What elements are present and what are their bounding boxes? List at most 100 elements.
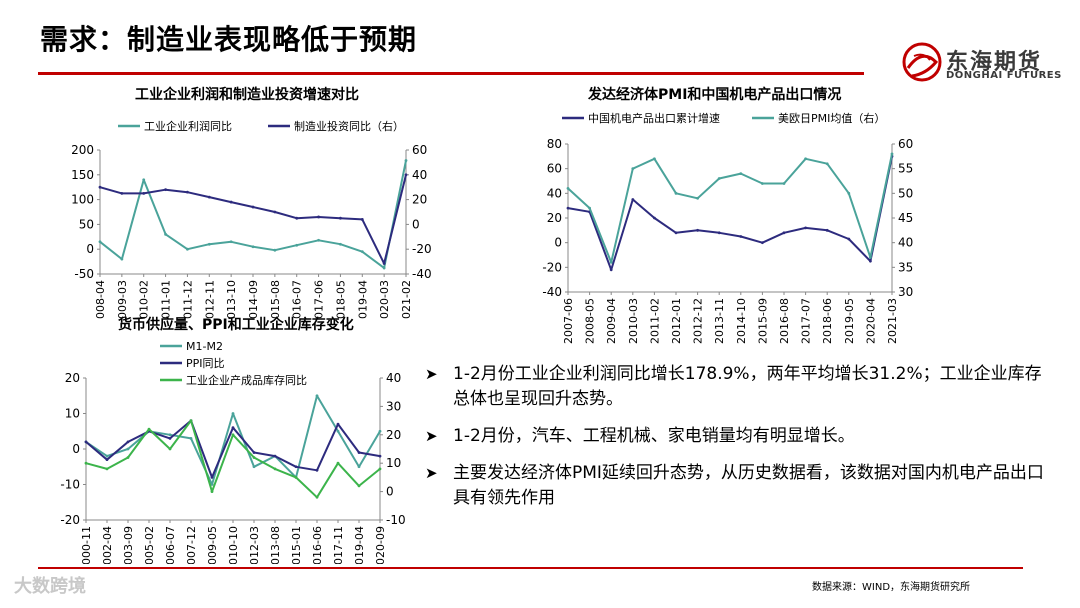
data-point xyxy=(378,454,382,458)
x-tick-label: 2011-12 xyxy=(181,280,194,319)
y-tick-label-right: 40 xyxy=(386,371,401,385)
watermark: 大数跨境 xyxy=(14,576,86,597)
data-point xyxy=(105,454,109,458)
x-tick-label: 2012-12 xyxy=(692,298,705,344)
data-point xyxy=(404,173,408,177)
x-tick-label: 2013-11 xyxy=(713,298,726,344)
data-point xyxy=(273,454,277,458)
data-point xyxy=(315,495,319,499)
data-point xyxy=(273,210,277,214)
data-point xyxy=(126,440,130,444)
data-point xyxy=(295,243,299,247)
data-point xyxy=(869,259,872,263)
data-point xyxy=(717,231,721,235)
x-tick-label: 2012-11 xyxy=(203,280,216,319)
x-tick-label: 2011-02 xyxy=(648,298,661,344)
data-point xyxy=(189,419,193,422)
logo-emblem-icon xyxy=(902,42,942,82)
data-point xyxy=(378,429,382,433)
bullet-text: 1-2月份工业企业利润同比增长178.9%，两年平均增长31.2%；工业企业库存… xyxy=(453,364,1042,409)
y-tick-label-right: 0 xyxy=(412,217,420,231)
chart2-title: 发达经济体PMI和中国机电产品出口情况 xyxy=(588,87,842,103)
data-point xyxy=(609,268,613,272)
y-tick-label-left: 20 xyxy=(65,371,80,385)
data-point xyxy=(674,191,678,195)
data-point xyxy=(653,216,656,220)
data-point xyxy=(609,261,613,264)
y-tick-label-left: 50 xyxy=(79,217,94,231)
data-point xyxy=(252,456,256,459)
x-tick-label: 2020-09 xyxy=(374,526,387,564)
data-point xyxy=(357,484,361,488)
data-point xyxy=(317,238,320,242)
y-tick-label-left: 10 xyxy=(65,407,80,421)
data-point xyxy=(210,490,214,493)
data-point xyxy=(339,216,342,220)
y-tick-label-right: 10 xyxy=(386,456,401,470)
y-tick-label-left: -10 xyxy=(60,478,80,492)
data-point xyxy=(761,241,764,245)
x-tick-label: 2007-06 xyxy=(562,298,575,344)
x-tick-label: 2016-06 xyxy=(311,526,324,564)
data-point xyxy=(631,198,635,201)
legend-label: 工业企业利润同比 xyxy=(144,119,232,133)
chevron-right-icon: ➤ xyxy=(425,365,438,383)
data-point xyxy=(168,433,172,437)
y-tick-label-right: 35 xyxy=(898,260,913,274)
footer-divider xyxy=(38,567,1023,569)
data-point xyxy=(120,257,124,261)
data-point xyxy=(631,167,635,171)
data-point xyxy=(186,247,189,251)
x-tick-label: 2008-05 xyxy=(584,298,597,344)
y-tick-label-right: 40 xyxy=(412,168,427,182)
data-point xyxy=(382,266,386,270)
x-tick-label: 2005-02 xyxy=(143,526,156,564)
y-tick-label-left: -20 xyxy=(542,260,562,274)
series-line xyxy=(85,419,381,479)
data-point xyxy=(229,240,233,244)
data-point xyxy=(674,231,678,235)
x-tick-label: 2010-03 xyxy=(627,298,640,344)
data-point xyxy=(782,231,786,235)
x-tick-label: 2003-09 xyxy=(122,526,135,564)
data-point xyxy=(890,152,894,156)
x-tick-label: 2019-05 xyxy=(843,298,856,344)
data-point xyxy=(231,433,235,437)
x-tick-label: 2016-08 xyxy=(778,298,791,344)
y-tick-label-left: 100 xyxy=(71,193,94,207)
data-point xyxy=(126,447,130,451)
logo-name-cn: 东海期货 xyxy=(946,50,1043,75)
legend-label: 美欧日PMI均值（右） xyxy=(778,111,885,125)
data-point xyxy=(739,235,743,238)
x-tick-label: 2018-06 xyxy=(821,298,834,344)
x-tick-label: 2012-01 xyxy=(670,298,683,344)
legend-label: 制造业投资同比（右） xyxy=(294,119,404,133)
x-tick-label: 2015-01 xyxy=(290,526,303,564)
y-tick-label-right: 55 xyxy=(898,162,913,176)
data-point xyxy=(847,237,851,241)
y-tick-label-left: 0 xyxy=(72,442,80,456)
data-point xyxy=(142,178,146,182)
data-point xyxy=(696,228,699,232)
legend-label: 中国机电产品出口累计增速 xyxy=(588,111,720,125)
data-point xyxy=(357,465,361,469)
data-point xyxy=(207,195,211,199)
data-point xyxy=(336,461,340,465)
x-tick-label: 2020-04 xyxy=(864,298,877,344)
data-point xyxy=(404,159,408,162)
data-point xyxy=(336,429,340,433)
data-point xyxy=(189,436,193,440)
x-tick-label: 2008-04 xyxy=(94,280,107,319)
x-tick-label: 2017-06 xyxy=(313,280,326,319)
y-tick-label-right: -40 xyxy=(412,267,432,281)
data-point xyxy=(164,188,167,192)
data-point xyxy=(186,190,189,194)
y-tick-label-right: 20 xyxy=(386,428,401,442)
x-tick-label: 2002-04 xyxy=(101,526,114,564)
data-point xyxy=(252,465,256,469)
x-tick-label: 2013-08 xyxy=(269,526,282,564)
x-tick-label: 2019-04 xyxy=(356,280,369,319)
data-point xyxy=(717,177,721,180)
data-point xyxy=(207,242,211,246)
